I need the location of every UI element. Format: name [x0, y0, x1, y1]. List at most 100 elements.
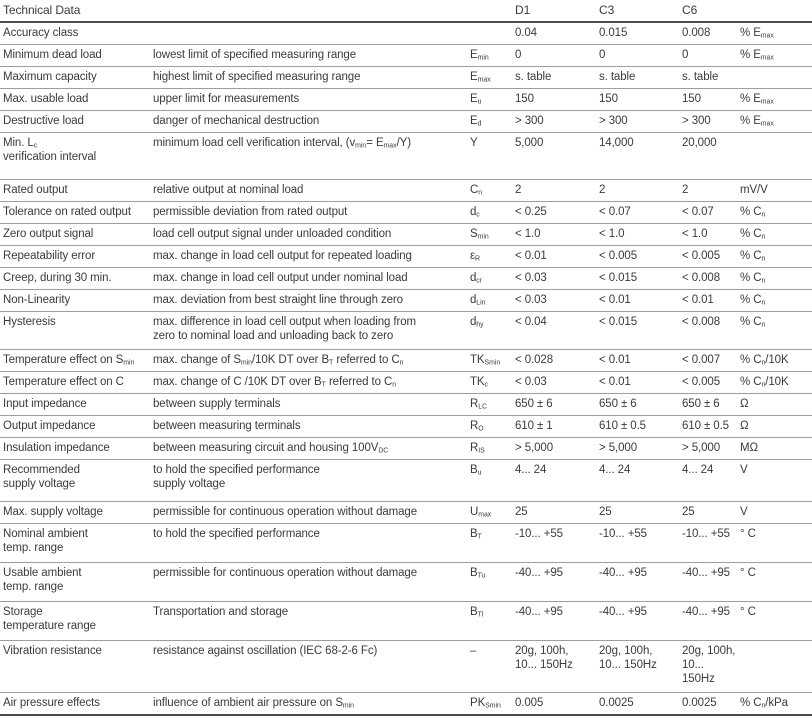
param-desc-cell: between measuring terminals [153, 415, 470, 438]
value-c3-cell: -10... +55 [599, 523, 682, 563]
value-c6-cell: -10... +55 [682, 523, 740, 563]
value-c6-cell: > 300 [682, 110, 740, 133]
symbol-cell: Umax [470, 501, 515, 524]
value-c6-cell: < 0.07 [682, 201, 740, 224]
unit-cell: ° C [740, 601, 812, 641]
value-d1-cell: 5,000 [515, 132, 599, 180]
table-row: Storage temperature range Transportation a… [0, 601, 812, 641]
table-row: Destructive load danger of mechanical des… [0, 110, 812, 133]
unit-cell: ° C [740, 562, 812, 602]
param-desc-cell: to hold the specified performance [153, 523, 470, 563]
symbol-cell: Cn [470, 179, 515, 202]
param-desc-cell: minimum load cell verification interval,… [153, 132, 470, 180]
value-c6-cell: < 0.008 [682, 267, 740, 290]
value-d1-cell: 0.04 [515, 22, 599, 45]
param-desc-cell: between supply terminals [153, 393, 470, 416]
param-desc-cell: max. deviation from best straight line t… [153, 289, 470, 312]
param-name-cell: Air pressure effects [3, 697, 100, 709]
value-c6-cell: 0.008 [682, 22, 740, 45]
value-d1-cell: > 300 [515, 110, 599, 133]
value-d1-cell: < 0.03 [515, 289, 599, 312]
param-desc-cell: max. change of Smin/10K DT over BT refer… [153, 349, 470, 372]
table-row: Min. Lc verification interval minimum load… [0, 132, 812, 180]
value-c6-cell: -40... +95 [682, 562, 740, 602]
value-d1-cell: < 0.03 [515, 267, 599, 290]
value-d1-cell: < 0.25 [515, 201, 599, 224]
value-c3-cell: 4... 24 [599, 459, 682, 502]
value-c3-cell: -40... +95 [599, 601, 682, 641]
value-c6-cell: < 1.0 [682, 223, 740, 246]
unit-cell: % Cn [740, 311, 812, 350]
column-header-unit [740, 0, 812, 23]
value-c6-cell: -40... +95 [682, 601, 740, 641]
table-row: Vibration resistance resistance against o… [0, 640, 812, 693]
unit-cell: % Cn [740, 201, 812, 224]
param-desc-cell: between measuring circuit and housing 10… [153, 437, 470, 460]
param-desc-cell: permissible for continuous operation wit… [153, 501, 470, 524]
param-name-cell: Usable ambient temp. range [0, 562, 153, 602]
unit-cell: V [740, 459, 812, 502]
param-name-cell: Destructive load [0, 110, 153, 133]
symbol-cell: BTu [470, 562, 515, 602]
value-c6-cell: 0 [682, 44, 740, 67]
param-desc-cell: to hold the specified performance supply … [153, 459, 470, 502]
table-row: Accuracy class 0.04 0.015 0.008% Emax [0, 22, 812, 45]
unit-cell: % Emax [740, 110, 812, 133]
param-desc-cell: influence of ambient air pressure on Smi… [153, 697, 355, 710]
param-name-cell: Storage temperature range [0, 601, 153, 641]
value-c3-cell: 0 [599, 44, 682, 67]
value-c3-cell: < 0.015 [599, 311, 682, 350]
table-row: Air pressure effects influence of ambient… [0, 693, 812, 716]
table-row: Hysteresis max. difference in load cell o… [0, 311, 812, 350]
value-c3-cell: -40... +95 [599, 562, 682, 602]
param-desc-cell: Transportation and storage [153, 601, 470, 641]
param-name-cell: Accuracy class [0, 22, 153, 45]
symbol-cell: BT [470, 523, 515, 563]
table-row: Maximum capacity highest limit of specifi… [0, 66, 812, 89]
value-d1-cell: -40... +95 [515, 562, 599, 602]
value-c6-cell: 20g, 100h, 10... 150Hz [682, 640, 740, 693]
table-row: Minimum dead load lowest limit of specifi… [0, 44, 812, 67]
symbol-cell: RLC [470, 393, 515, 416]
unit-cell: % Cn/10K [740, 371, 812, 394]
unit-cell: % Emax [740, 22, 812, 45]
symbol-cell: εR [470, 245, 515, 268]
value-c3-cell: < 0.07 [599, 201, 682, 224]
param-desc-cell: lowest limit of specified measuring rang… [153, 44, 470, 67]
value-c3-cell: < 1.0 [599, 223, 682, 246]
symbol-cell: Smin [470, 223, 515, 246]
param-name-cell: Zero output signal [0, 223, 153, 246]
column-header-c6: C6 [682, 0, 740, 23]
symbol-cell: Emin [470, 44, 515, 67]
page-title: Technical Data [0, 0, 515, 23]
symbol-cell: – [470, 640, 515, 693]
param-desc-cell: highest limit of specified measuring ran… [153, 66, 470, 89]
param-name-cell: Maximum capacity [0, 66, 153, 89]
value-c3-cell: < 0.01 [599, 349, 682, 372]
param-name-cell: Hysteresis [0, 311, 153, 350]
param-name-cell: Minimum dead load [0, 44, 153, 67]
symbol-cell: TKc [470, 371, 515, 394]
value-c6-cell: 4... 24 [682, 459, 740, 502]
value-c6-cell: 25 [682, 501, 740, 524]
unit-cell [740, 132, 812, 180]
unit-cell: Ω [740, 415, 812, 438]
symbol-cell: PKSmin [470, 697, 501, 710]
table-row: Input impedance between supply terminals R… [0, 393, 812, 416]
value-c6-cell: < 0.01 [682, 289, 740, 312]
value-d1-cell: -40... +95 [515, 601, 599, 641]
symbol-cell [470, 22, 515, 45]
value-d1-cell: s. table [515, 66, 599, 89]
unit-cell: % Cn [740, 289, 812, 312]
table-row: Nominal ambient temp. range to hold the sp… [0, 523, 812, 563]
symbol-cell: RO [470, 415, 515, 438]
param-name-cell: Output impedance [0, 415, 153, 438]
param-name-cell: Repeatability error [0, 245, 153, 268]
table-row: Temperature effect on Smin max. change of… [0, 349, 812, 372]
value-c3-cell: > 300 [599, 110, 682, 133]
table-row: Output impedance between measuring termin… [0, 415, 812, 438]
param-desc-cell: permissible for continuous operation wit… [153, 562, 470, 602]
symbol-cell: Y [470, 132, 515, 180]
unit-cell: % Cn [740, 223, 812, 246]
value-c3-cell: 25 [599, 501, 682, 524]
